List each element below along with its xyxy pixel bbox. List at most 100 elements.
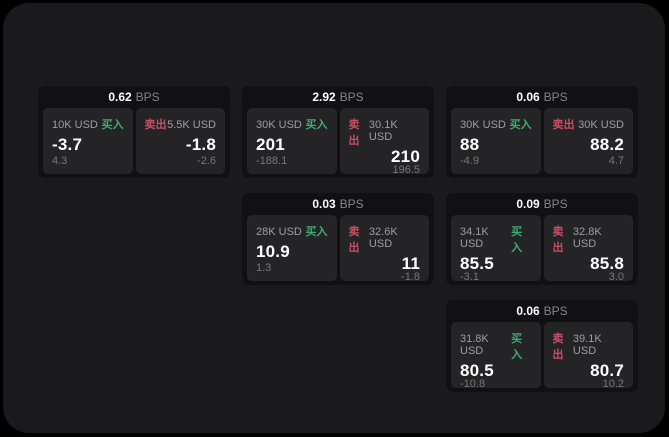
buy-side-label: 买入: [305, 226, 328, 238]
sell-delta: 10.2: [602, 378, 624, 390]
sell-price: 88.2: [590, 134, 624, 154]
bps-unit-label: BPS: [543, 304, 568, 318]
sell-delta: 196.5: [392, 164, 420, 176]
quote-card: 0.09 BPS 34.1K USD 买入 85.5 -3.1 卖出 32.8K…: [446, 193, 638, 285]
buy-tile-top: 34.1K USD 买入: [460, 223, 532, 255]
sell-tile-top: 卖出 32.8K USD: [553, 223, 625, 255]
buy-side-label: 买入: [511, 226, 523, 254]
sell-tile[interactable]: 卖出 30K USD 88.2 4.7: [543, 108, 633, 174]
sell-price: 85.8: [590, 254, 624, 273]
buy-tile[interactable]: 28K USD 买入 10.9 1.3: [247, 215, 337, 281]
quote-tiles: 31.8K USD 买入 80.5 -10.8 卖出 39.1K USD 80.…: [451, 322, 633, 390]
card-header: 0.03 BPS: [247, 193, 429, 215]
bps-value: 0.03: [312, 197, 336, 211]
buy-delta: -3.1: [460, 271, 479, 283]
quote-card: 0.03 BPS 28K USD 买入 10.9 1.3 卖出 32.6K US…: [242, 193, 434, 285]
sell-tile[interactable]: 卖出 32.6K USD 11 -1.8: [339, 215, 429, 283]
sell-tile-top: 卖出 32.6K USD: [349, 223, 421, 255]
sell-side-label: 卖出: [552, 226, 564, 254]
quote-tiles: 30K USD 买入 88 -4.9 卖出 30K USD 88.2 4.7: [451, 108, 633, 174]
card-header: 0.06 BPS: [451, 300, 633, 322]
bps-unit-label: BPS: [135, 90, 160, 104]
main-panel: 0.62 BPS 10K USD 买入 -3.7 4.3 卖出 5.5K USD…: [3, 3, 665, 433]
sell-amount: 32.8K USD: [572, 226, 602, 250]
sell-tile-top: 卖出 30.1K USD: [349, 116, 421, 148]
buy-side-label: 买入: [101, 119, 124, 131]
buy-delta: -188.1: [256, 155, 288, 167]
sell-delta: 4.7: [608, 155, 624, 167]
buy-side-label: 买入: [509, 119, 532, 131]
buy-amount: 31.8K USD: [460, 333, 489, 357]
buy-price: 201: [256, 134, 285, 154]
buy-delta: 4.3: [52, 155, 68, 167]
quote-tiles: 34.1K USD 买入 85.5 -3.1 卖出 32.8K USD 85.8…: [451, 215, 633, 283]
sell-amount: 5.5K USD: [167, 119, 216, 131]
buy-delta: -4.9: [460, 155, 479, 167]
buy-price: 85.5: [460, 254, 494, 273]
sell-amount: 30K USD: [578, 119, 624, 131]
card-header: 2.92 BPS: [247, 86, 429, 108]
buy-tile[interactable]: 30K USD 买入 201 -188.1: [247, 108, 337, 174]
quote-card: 0.06 BPS 31.8K USD 买入 80.5 -10.8 卖出 39.1…: [446, 300, 638, 392]
sell-side-label: 卖出: [552, 333, 564, 361]
quote-tiles: 30K USD 买入 201 -188.1 卖出 30.1K USD 210 1…: [247, 108, 429, 176]
sell-delta: -2.6: [197, 155, 216, 167]
sell-tile-top: 卖出 39.1K USD: [553, 330, 625, 362]
buy-tile-top: 30K USD 买入: [460, 116, 532, 132]
quote-tiles: 28K USD 买入 10.9 1.3 卖出 32.6K USD 11 -1.8: [247, 215, 429, 283]
buy-tile-top: 28K USD 买入: [256, 223, 328, 239]
card-header: 0.09 BPS: [451, 193, 633, 215]
sell-amount: 39.1K USD: [572, 333, 602, 357]
quote-card: 0.06 BPS 30K USD 买入 88 -4.9 卖出 30K USD 8…: [446, 86, 638, 178]
sell-tile[interactable]: 卖出 32.8K USD 85.8 3.0: [543, 215, 633, 283]
sell-tile[interactable]: 卖出 39.1K USD 80.7 10.2: [543, 322, 633, 390]
sell-amount: 32.6K USD: [368, 226, 398, 250]
bps-unit-label: BPS: [339, 90, 364, 104]
buy-tile[interactable]: 30K USD 买入 88 -4.9: [451, 108, 541, 174]
buy-tile[interactable]: 31.8K USD 买入 80.5 -10.8: [451, 322, 541, 390]
buy-amount: 30K USD: [460, 119, 506, 131]
quote-card: 0.62 BPS 10K USD 买入 -3.7 4.3 卖出 5.5K USD…: [38, 86, 230, 178]
bps-unit-label: BPS: [543, 90, 568, 104]
buy-delta: 1.3: [256, 262, 272, 274]
sell-tile[interactable]: 卖出 30.1K USD 210 196.5: [339, 108, 429, 176]
buy-price: 88: [460, 134, 480, 154]
buy-delta: -10.8: [460, 378, 486, 390]
bps-value: 0.09: [516, 197, 540, 211]
sell-side-label: 卖出: [144, 119, 167, 131]
buy-tile-top: 31.8K USD 买入: [460, 330, 532, 362]
card-header: 0.06 BPS: [451, 86, 633, 108]
sell-delta: 3.0: [608, 271, 624, 283]
bps-value: 2.92: [312, 90, 336, 104]
buy-amount: 30K USD: [256, 119, 302, 131]
buy-tile-top: 10K USD 买入: [52, 116, 124, 132]
sell-side-label: 卖出: [348, 119, 360, 147]
sell-price: 80.7: [590, 361, 624, 380]
bps-value: 0.62: [108, 90, 132, 104]
buy-amount: 10K USD: [52, 119, 98, 131]
sell-side-label: 卖出: [552, 119, 575, 131]
sell-tile-top: 卖出 5.5K USD: [145, 116, 217, 132]
cards-grid: 0.62 BPS 10K USD 买入 -3.7 4.3 卖出 5.5K USD…: [38, 86, 638, 392]
sell-price: -1.8: [185, 134, 216, 154]
bps-unit-label: BPS: [543, 197, 568, 211]
buy-tile[interactable]: 10K USD 买入 -3.7 4.3: [43, 108, 133, 174]
sell-tile[interactable]: 卖出 5.5K USD -1.8 -2.6: [135, 108, 225, 174]
buy-tile-top: 30K USD 买入: [256, 116, 328, 132]
quote-card: 2.92 BPS 30K USD 买入 201 -188.1 卖出 30.1K …: [242, 86, 434, 178]
sell-price: 210: [391, 147, 420, 166]
buy-price: -3.7: [52, 134, 83, 154]
buy-side-label: 买入: [305, 119, 328, 131]
bps-value: 0.06: [516, 90, 540, 104]
buy-price: 10.9: [256, 241, 290, 261]
buy-side-label: 买入: [511, 333, 523, 361]
bps-value: 0.06: [516, 304, 540, 318]
buy-amount: 28K USD: [256, 226, 302, 238]
buy-tile[interactable]: 34.1K USD 买入 85.5 -3.1: [451, 215, 541, 283]
bps-unit-label: BPS: [339, 197, 364, 211]
buy-price: 80.5: [460, 361, 494, 380]
buy-amount: 34.1K USD: [460, 226, 489, 250]
sell-tile-top: 卖出 30K USD: [553, 116, 625, 132]
sell-amount: 30.1K USD: [368, 119, 398, 143]
sell-price: 11: [401, 254, 420, 273]
